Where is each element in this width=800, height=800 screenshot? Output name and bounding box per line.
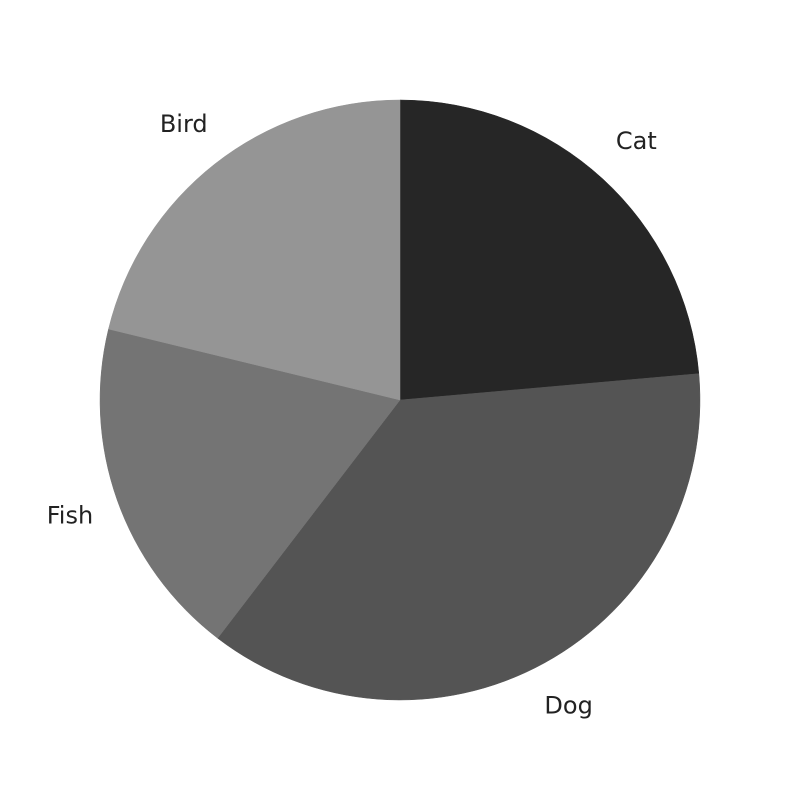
pie-slice-fish [99,328,401,639]
pie-labels: Cat Dog Fish Bird [47,110,657,720]
pie-slice-bird [108,99,401,401]
pie-label-cat: Cat [616,127,657,155]
pie-label-bird: Bird [160,110,208,138]
pie-slice-dog [217,373,701,701]
pie-slice-cat [399,99,700,401]
pie-slices [99,99,701,701]
pie-label-fish: Fish [47,501,93,529]
pie-label-dog: Dog [544,692,592,720]
